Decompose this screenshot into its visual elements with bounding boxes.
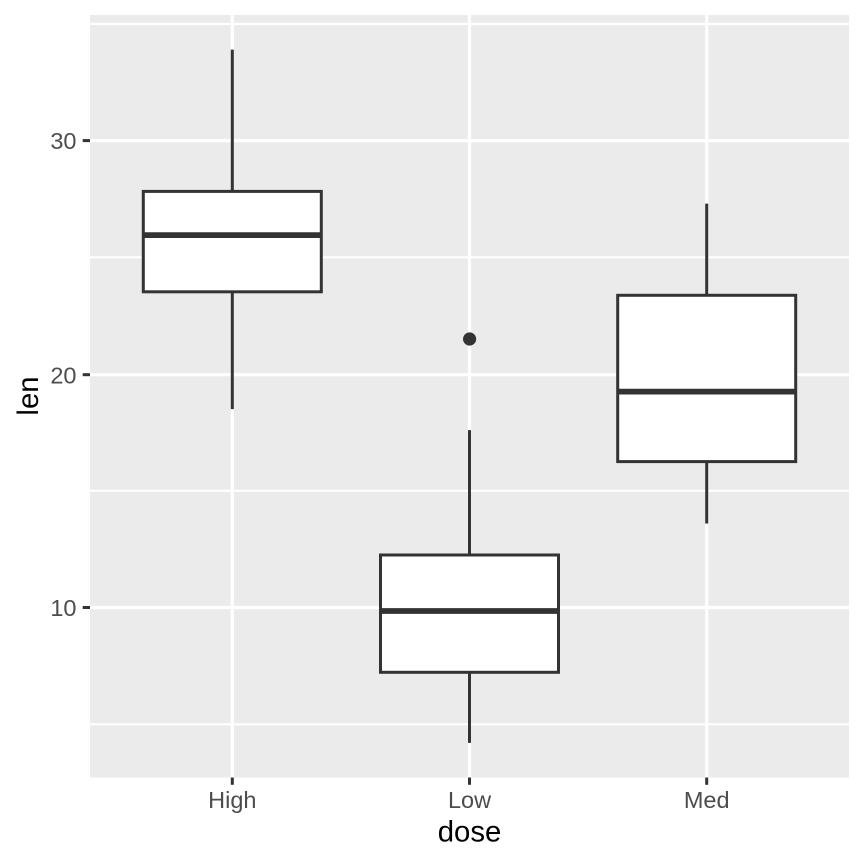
svg-text:20: 20 — [50, 362, 76, 388]
svg-text:Low: Low — [448, 787, 492, 813]
svg-text:30: 30 — [50, 128, 76, 154]
svg-text:len: len — [12, 376, 45, 415]
svg-text:dose: dose — [438, 816, 502, 849]
svg-text:High: High — [208, 787, 256, 813]
svg-text:Med: Med — [684, 787, 730, 813]
svg-text:10: 10 — [50, 595, 76, 621]
